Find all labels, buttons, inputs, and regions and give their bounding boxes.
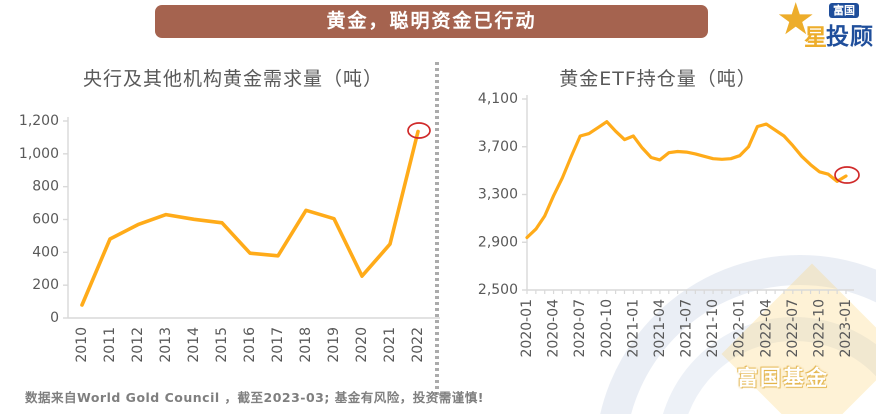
svg-text:2020-10: 2020-10	[599, 299, 615, 358]
svg-text:2012: 2012	[130, 327, 146, 363]
svg-text:2021: 2021	[382, 327, 398, 363]
disclaimer-text: 数据来自World Gold Council ，截至2023-03; 基金有风险…	[25, 390, 484, 405]
chart-gold-etf-holdings: 黄金ETF持仓量（吨） 2,500 2,900 3,300 3,700 4,100 202…	[440, 64, 876, 399]
section-divider-icon	[435, 62, 439, 398]
svg-text:2015: 2015	[214, 327, 230, 363]
brand-name: 投顾	[826, 24, 874, 50]
gold-etf-holdings-line-chart: 2,500 2,900 3,300 3,700 4,100 2020-01 2020-04 2…	[478, 91, 860, 358]
svg-text:2023-01: 2023-01	[838, 299, 854, 358]
svg-text:2016: 2016	[242, 327, 258, 363]
svg-text:2021-04: 2021-04	[652, 299, 668, 358]
svg-text:3,700: 3,700	[478, 139, 518, 155]
page-title: 黄金，聪明资金已行动	[326, 10, 537, 32]
svg-text:2020-07: 2020-07	[572, 299, 588, 358]
brand-badge: 富国	[829, 3, 859, 18]
chart-right-title: 黄金ETF持仓量（吨）	[559, 68, 757, 90]
svg-text:0: 0	[50, 310, 59, 326]
star-icon: ★	[776, 0, 816, 45]
svg-text:2013: 2013	[158, 327, 174, 363]
svg-text:2,900: 2,900	[478, 234, 518, 250]
svg-text:2018: 2018	[298, 327, 314, 363]
svg-text:2022-07: 2022-07	[785, 299, 801, 358]
svg-text:2022-10: 2022-10	[811, 299, 827, 358]
svg-text:2011: 2011	[102, 327, 118, 363]
svg-text:4,100: 4,100	[478, 91, 518, 107]
svg-text:2022: 2022	[410, 327, 426, 363]
svg-text:2021-07: 2021-07	[679, 299, 695, 358]
title-banner: 黄金，聪明资金已行动	[155, 5, 708, 38]
chart-central-bank-demand: 央行及其他机构黄金需求量（吨） 0 200 400 600 800 1,000 1,200 2…	[0, 64, 440, 399]
svg-text:1,200: 1,200	[19, 113, 59, 129]
chart-left-title: 央行及其他机构黄金需求量（吨）	[82, 68, 383, 90]
svg-text:2,500: 2,500	[478, 282, 518, 298]
svg-text:2020: 2020	[354, 327, 370, 363]
brand-logo: ★ 星 富国 投顾	[776, 0, 874, 51]
svg-text:600: 600	[32, 212, 59, 228]
svg-text:2022-01: 2022-01	[732, 299, 748, 358]
svg-text:400: 400	[32, 244, 59, 260]
svg-text:2020-04: 2020-04	[546, 299, 562, 358]
svg-text:2021-10: 2021-10	[705, 299, 721, 358]
svg-text:2019: 2019	[326, 327, 342, 363]
svg-text:2014: 2014	[186, 327, 202, 363]
svg-text:2020-01: 2020-01	[519, 299, 535, 358]
svg-text:3,300: 3,300	[478, 187, 518, 203]
svg-text:2017: 2017	[270, 327, 286, 363]
central-bank-demand-line-chart: 0 200 400 600 800 1,000 1,200 2010 2011 2012 2013 2…	[19, 113, 440, 363]
svg-text:1,000: 1,000	[19, 146, 59, 162]
svg-text:200: 200	[32, 277, 59, 293]
svg-text:2010: 2010	[74, 327, 90, 363]
brand-star-char: 星	[804, 25, 827, 51]
svg-text:2022-04: 2022-04	[758, 299, 774, 358]
svg-text:800: 800	[32, 179, 59, 195]
svg-text:2021-01: 2021-01	[625, 299, 641, 358]
